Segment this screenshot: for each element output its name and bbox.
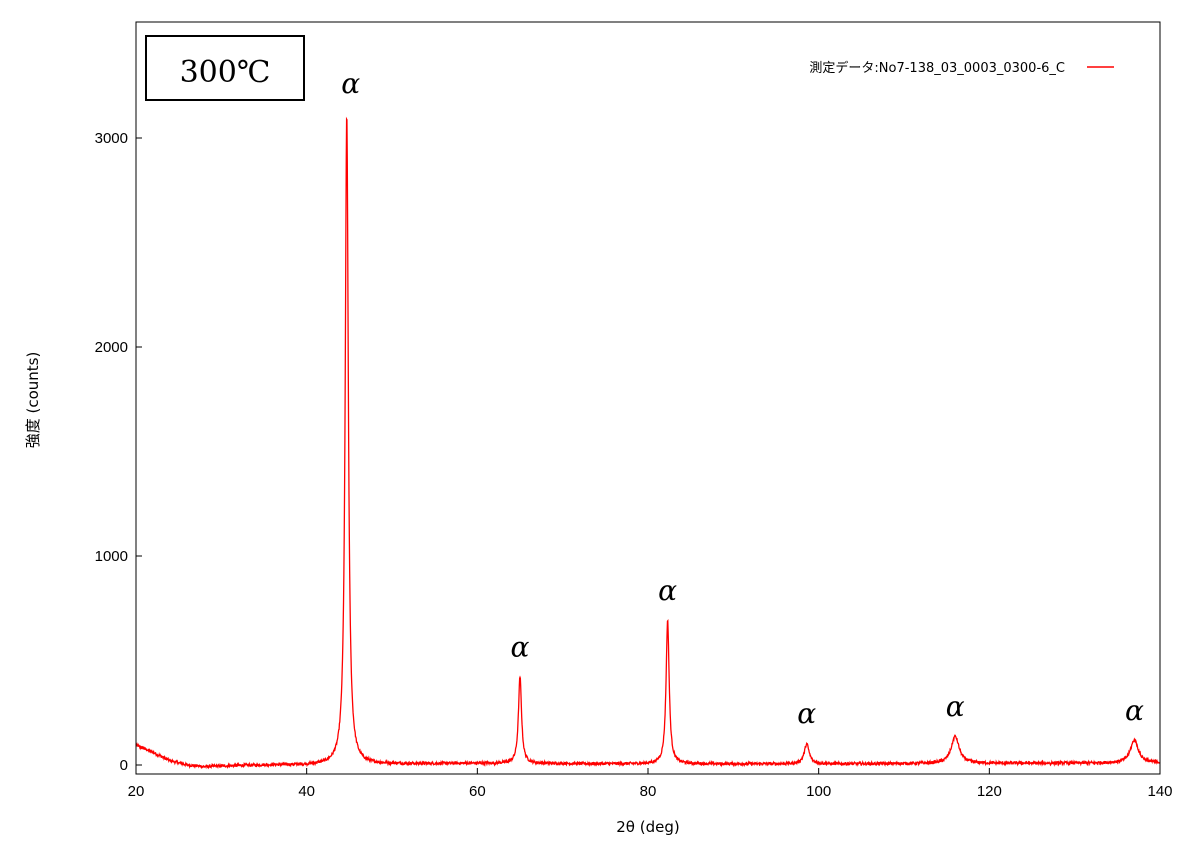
- x-tick-label: 80: [640, 783, 657, 800]
- x-tick-label: 20: [128, 783, 145, 800]
- x-tick-label: 40: [298, 783, 315, 800]
- inset-temperature-box: 300℃: [145, 35, 305, 101]
- y-axis-ticks: 0 1000 2000 3000: [95, 130, 142, 774]
- legend: 測定データ:No7-138_03_0003_0300-6_C: [809, 60, 1114, 76]
- peak-label: α: [946, 690, 965, 723]
- y-tick-label: 0: [120, 757, 128, 774]
- plot-area: [135, 116, 1161, 770]
- peak-labels: α α α α α α: [341, 67, 1144, 730]
- inset-temperature-label: 300℃: [180, 55, 271, 90]
- plot-frame: [135, 21, 1161, 775]
- y-axis-title: 強度 (counts): [24, 352, 42, 449]
- x-axis-title: 2θ (deg): [616, 818, 679, 836]
- y-tick-label: 2000: [95, 339, 128, 356]
- x-tick-label: 60: [469, 783, 486, 800]
- x-axis-ticks: 20 40 60 80 100 120 140: [128, 768, 1173, 800]
- peak-label: α: [658, 574, 677, 607]
- x-tick-label: 120: [977, 783, 1002, 800]
- peak-label: α: [1125, 694, 1144, 727]
- peak-label: α: [797, 697, 816, 730]
- y-tick-label: 3000: [95, 130, 128, 147]
- y-tick-label: 1000: [95, 548, 128, 565]
- peak-label: α: [511, 630, 530, 663]
- x-tick-label: 100: [806, 783, 831, 800]
- x-tick-label: 140: [1147, 783, 1172, 800]
- legend-label: 測定データ:No7-138_03_0003_0300-6_C: [809, 60, 1065, 76]
- series-line: [135, 116, 1161, 770]
- inset-box-frame: [145, 35, 305, 101]
- peak-label: α: [341, 67, 360, 100]
